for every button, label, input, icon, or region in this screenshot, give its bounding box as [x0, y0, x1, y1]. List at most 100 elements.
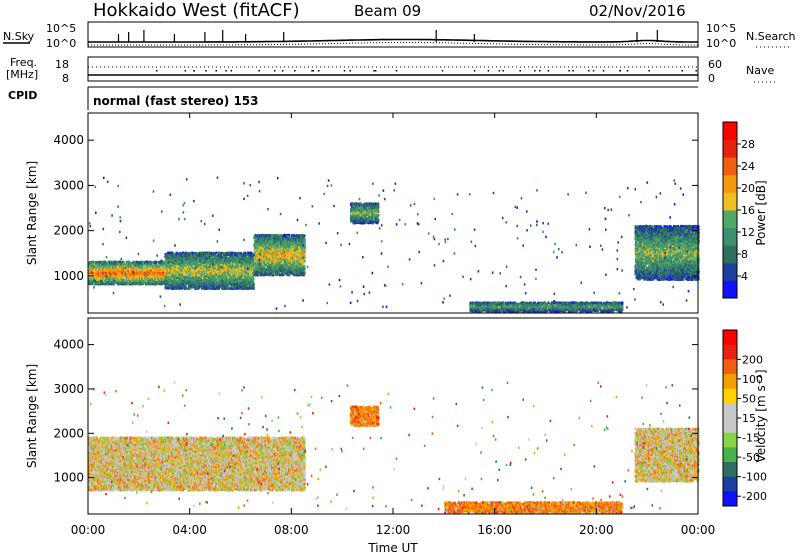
heatmap-cell [119, 270, 122, 274]
heatmap-cell [288, 272, 291, 275]
freq-right-tick-bottom: 0 [708, 72, 715, 85]
heatmap-cell [235, 263, 238, 266]
heatmap-cell [90, 271, 93, 274]
nave-dot [281, 70, 284, 72]
heatmap-cell [239, 269, 242, 273]
heatmap-cell [121, 278, 125, 282]
heatmap-cell [370, 209, 373, 213]
nave-dot [294, 70, 296, 72]
heatmap-cell [148, 281, 151, 284]
heatmap-cell [162, 273, 165, 276]
heatmap-cell [112, 282, 115, 286]
heatmap-cell [252, 283, 255, 286]
heatmap-cell [271, 273, 275, 277]
heatmap-cell [197, 272, 200, 275]
heatmap-cell [112, 273, 115, 276]
heatmap-cell [275, 235, 278, 239]
heatmap-cell [215, 251, 218, 255]
heatmap-cell [166, 281, 169, 285]
heatmap-cell [238, 284, 241, 287]
heatmap-cell [229, 271, 232, 274]
heatmap-cell [204, 264, 207, 267]
heatmap-cell [230, 262, 233, 266]
heatmap-cell [649, 246, 652, 250]
heatmap-cell [278, 250, 281, 254]
heatmap-cell [635, 268, 638, 272]
heatmap-cell [106, 266, 109, 270]
heatmap-cell [230, 274, 233, 278]
nave-dot [648, 70, 650, 72]
heatmap-cell [353, 219, 356, 222]
heatmap-cell [173, 278, 177, 282]
heatmap-cell [174, 262, 177, 266]
heatmap-cell [292, 234, 295, 237]
heatmap-cell [649, 242, 652, 246]
heatmap-cell [98, 260, 101, 264]
heatmap-cell [649, 271, 652, 275]
heatmap-cell [298, 243, 301, 247]
heatmap-cell [228, 253, 231, 256]
heatmap-cell [154, 273, 157, 276]
heatmap-cell [259, 271, 262, 274]
heatmap-cell [293, 260, 296, 263]
heatmap-cell [127, 267, 130, 271]
heatmap-cell [273, 246, 276, 250]
heatmap-cell [267, 238, 270, 241]
heatmap-cell [178, 280, 182, 283]
heatmap-cell [100, 260, 103, 264]
freq-dots [155, 70, 697, 72]
nave-dot [534, 70, 536, 72]
heatmap-cell [303, 259, 306, 263]
heatmap-cell [300, 257, 303, 260]
heatmap-cell [641, 240, 644, 243]
heatmap-cell [365, 202, 368, 205]
heatmap-cell [169, 277, 172, 281]
heatmap-cell [298, 269, 301, 273]
heatmap-cell [101, 276, 104, 279]
heatmap-cell [208, 274, 211, 278]
heatmap-cell [149, 261, 153, 264]
heatmap-cell [303, 272, 306, 275]
heatmap-cell [644, 271, 647, 274]
nave-dot [205, 70, 207, 72]
heatmap-cell [274, 254, 277, 258]
heatmap-cell [238, 272, 241, 275]
heatmap-cell [643, 278, 646, 281]
heatmap-cell [167, 269, 170, 273]
heatmap-cell [644, 245, 647, 249]
heatmap-cell [636, 237, 639, 240]
heatmap-cell [97, 274, 100, 278]
heatmap-cell [226, 287, 229, 291]
heatmap-cell [239, 275, 242, 278]
heatmap-cell [231, 253, 234, 256]
heatmap-cell [217, 287, 221, 290]
heatmap-cell [106, 282, 109, 286]
heatmap-cell [162, 278, 165, 282]
heatmap-cell [171, 281, 174, 285]
heatmap-cell [114, 274, 117, 277]
heatmap-cell [640, 249, 643, 252]
heatmap-cell [261, 269, 265, 272]
heatmap-cell [92, 260, 95, 264]
noise-left-tick-bottom: 10^0 [46, 37, 76, 50]
heatmap-cell [215, 284, 218, 287]
heatmap-cell [227, 271, 230, 274]
heatmap-cell [240, 274, 244, 278]
heatmap-cell [255, 264, 258, 267]
heatmap-cell [649, 233, 653, 236]
heatmap-cell [254, 261, 258, 265]
heatmap-cell [184, 281, 187, 285]
heatmap-cell [246, 262, 249, 266]
heatmap-cell [176, 275, 179, 278]
heatmap-cell [212, 251, 215, 255]
heatmap-cell [260, 257, 263, 260]
heatmap-cell [228, 251, 231, 255]
heatmap-cell [639, 226, 642, 229]
heatmap-cell [295, 235, 298, 239]
heatmap-cell [238, 280, 241, 284]
heatmap-cell [278, 234, 281, 237]
heatmap-cell [228, 254, 231, 258]
heatmap-cell [151, 261, 154, 264]
heatmap-cell [265, 263, 268, 266]
